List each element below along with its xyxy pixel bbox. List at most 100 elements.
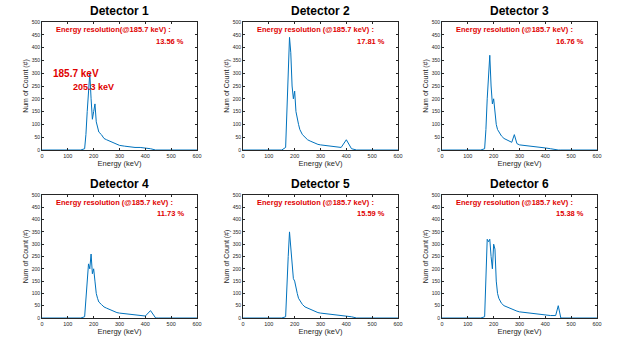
svg-text:500: 500	[233, 19, 242, 25]
svg-text:150: 150	[432, 278, 441, 284]
svg-text:100: 100	[264, 321, 273, 327]
svg-text:Num of Count (#): Num of Count (#)	[422, 230, 430, 284]
svg-text:Energy resolution (@185.7 keV): Energy resolution (@185.7 keV) :	[456, 198, 573, 207]
svg-text:0: 0	[238, 147, 241, 153]
svg-text:Num of Count (#): Num of Count (#)	[22, 230, 30, 284]
svg-text:200: 200	[233, 266, 242, 272]
svg-text:50: 50	[434, 134, 440, 140]
svg-text:500: 500	[233, 192, 242, 198]
svg-text:100: 100	[432, 290, 441, 296]
svg-text:450: 450	[432, 32, 441, 38]
svg-text:500: 500	[432, 19, 441, 25]
svg-text:200: 200	[32, 96, 41, 102]
svg-text:400: 400	[32, 216, 41, 222]
svg-text:150: 150	[32, 108, 41, 114]
svg-text:Energy resolution(@185.7 keV): Energy resolution(@185.7 keV) :	[56, 25, 171, 34]
svg-text:600: 600	[592, 153, 601, 159]
svg-text:Energy (keV): Energy (keV)	[498, 159, 542, 168]
svg-text:Num of Count (#): Num of Count (#)	[223, 230, 231, 284]
svg-text:15.59 %: 15.59 %	[357, 209, 385, 218]
svg-text:200: 200	[432, 96, 441, 102]
svg-text:400: 400	[32, 44, 41, 50]
svg-text:205.3 keV: 205.3 keV	[73, 82, 114, 92]
svg-text:0: 0	[238, 315, 241, 321]
svg-text:300: 300	[432, 241, 441, 247]
svg-text:450: 450	[233, 204, 242, 210]
svg-text:450: 450	[32, 32, 41, 38]
svg-text:185.7 keV: 185.7 keV	[53, 68, 99, 79]
svg-text:Num of Count (#): Num of Count (#)	[422, 59, 430, 113]
svg-text:500: 500	[167, 153, 176, 159]
svg-text:50: 50	[235, 134, 241, 140]
svg-text:Energy resolution (@185.7 keV): Energy resolution (@185.7 keV) :	[456, 25, 573, 34]
svg-text:200: 200	[233, 96, 242, 102]
svg-text:Energy resolution (@185.7 keV): Energy resolution (@185.7 keV) :	[257, 25, 374, 34]
svg-text:450: 450	[32, 204, 41, 210]
svg-text:400: 400	[432, 44, 441, 50]
svg-text:200: 200	[290, 153, 299, 159]
svg-text:500: 500	[32, 19, 41, 25]
svg-text:400: 400	[342, 153, 351, 159]
svg-text:300: 300	[32, 70, 41, 76]
svg-text:250: 250	[432, 253, 441, 259]
svg-text:100: 100	[264, 153, 273, 159]
svg-text:0: 0	[40, 321, 43, 327]
svg-text:450: 450	[432, 204, 441, 210]
svg-text:600: 600	[393, 321, 402, 327]
svg-text:350: 350	[233, 57, 242, 63]
svg-text:350: 350	[32, 229, 41, 235]
svg-text:Detector 1: Detector 1	[90, 4, 149, 18]
svg-text:500: 500	[567, 321, 576, 327]
svg-text:50: 50	[235, 302, 241, 308]
svg-text:250: 250	[32, 83, 41, 89]
svg-text:300: 300	[115, 321, 124, 327]
svg-text:Detector 6: Detector 6	[490, 177, 549, 191]
svg-text:15.38 %: 15.38 %	[556, 209, 584, 218]
svg-text:500: 500	[432, 192, 441, 198]
svg-text:600: 600	[192, 321, 201, 327]
svg-text:0: 0	[37, 315, 40, 321]
svg-text:400: 400	[141, 153, 150, 159]
svg-text:Energy (keV): Energy (keV)	[498, 327, 542, 336]
svg-text:300: 300	[316, 153, 325, 159]
svg-text:150: 150	[233, 278, 242, 284]
svg-text:600: 600	[192, 153, 201, 159]
svg-text:500: 500	[368, 153, 377, 159]
svg-text:400: 400	[541, 321, 550, 327]
svg-text:Energy (keV): Energy (keV)	[299, 159, 343, 168]
svg-text:500: 500	[368, 321, 377, 327]
svg-text:600: 600	[592, 321, 601, 327]
svg-text:Energy (keV): Energy (keV)	[98, 159, 142, 168]
svg-text:100: 100	[233, 290, 242, 296]
svg-text:100: 100	[63, 321, 72, 327]
svg-text:400: 400	[233, 44, 242, 50]
svg-text:Detector 3: Detector 3	[490, 4, 549, 18]
svg-text:500: 500	[167, 321, 176, 327]
svg-text:300: 300	[515, 153, 524, 159]
svg-text:Energy (keV): Energy (keV)	[299, 327, 343, 336]
svg-text:300: 300	[115, 153, 124, 159]
svg-text:350: 350	[233, 229, 242, 235]
svg-text:400: 400	[233, 216, 242, 222]
svg-text:250: 250	[32, 253, 41, 259]
svg-text:400: 400	[141, 321, 150, 327]
svg-text:Detector 2: Detector 2	[291, 4, 350, 18]
svg-text:300: 300	[515, 321, 524, 327]
svg-text:100: 100	[463, 153, 472, 159]
svg-text:250: 250	[233, 83, 242, 89]
svg-text:Detector 5: Detector 5	[291, 177, 350, 191]
svg-text:Energy resolution (@185.7 keV): Energy resolution (@185.7 keV) :	[257, 198, 374, 207]
svg-text:300: 300	[432, 70, 441, 76]
svg-text:16.76 %: 16.76 %	[556, 37, 584, 46]
svg-text:Energy (keV): Energy (keV)	[98, 327, 142, 336]
svg-text:600: 600	[393, 153, 402, 159]
svg-text:100: 100	[63, 153, 72, 159]
svg-text:300: 300	[233, 70, 242, 76]
svg-text:0: 0	[241, 153, 244, 159]
svg-text:250: 250	[432, 83, 441, 89]
svg-text:0: 0	[40, 153, 43, 159]
svg-text:400: 400	[541, 153, 550, 159]
svg-text:100: 100	[463, 321, 472, 327]
svg-text:200: 200	[432, 266, 441, 272]
svg-text:50: 50	[34, 302, 40, 308]
